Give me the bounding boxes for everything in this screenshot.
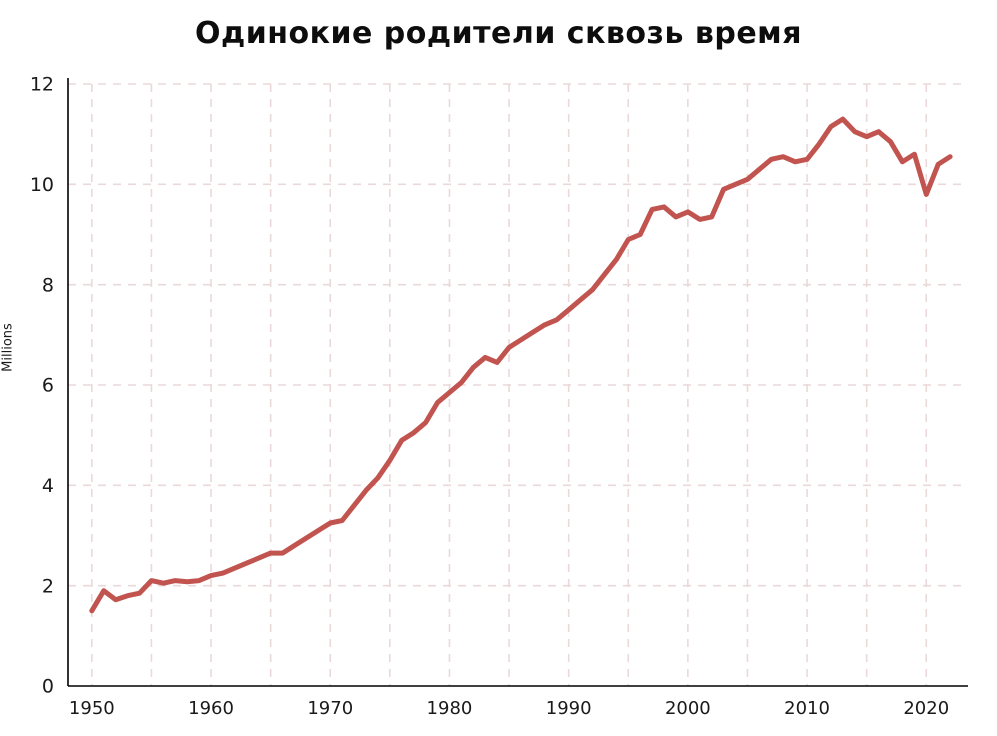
x-tick-label: 1990	[546, 698, 592, 719]
y-tick-label: 12	[30, 74, 54, 96]
x-tick-label: 1980	[427, 698, 473, 719]
y-tick-label: 6	[42, 375, 54, 397]
y-tick-label: 2	[42, 575, 54, 597]
x-tick-label: 1960	[188, 698, 234, 719]
y-tick-label: 4	[42, 475, 54, 497]
x-tick-label: 2010	[784, 698, 830, 719]
y-tick-label: 10	[30, 174, 54, 196]
y-tick-label: 8	[42, 274, 54, 296]
x-tick-label: 2020	[903, 698, 949, 719]
x-tick-label: 1970	[307, 698, 353, 719]
data-line-single-parents	[89, 116, 953, 614]
x-tick-label: 1950	[69, 698, 115, 719]
chart-title: Одинокие родители сквозь время	[195, 16, 802, 51]
x-tick-label: 2000	[665, 698, 711, 719]
y-tick-label: 0	[42, 676, 54, 698]
